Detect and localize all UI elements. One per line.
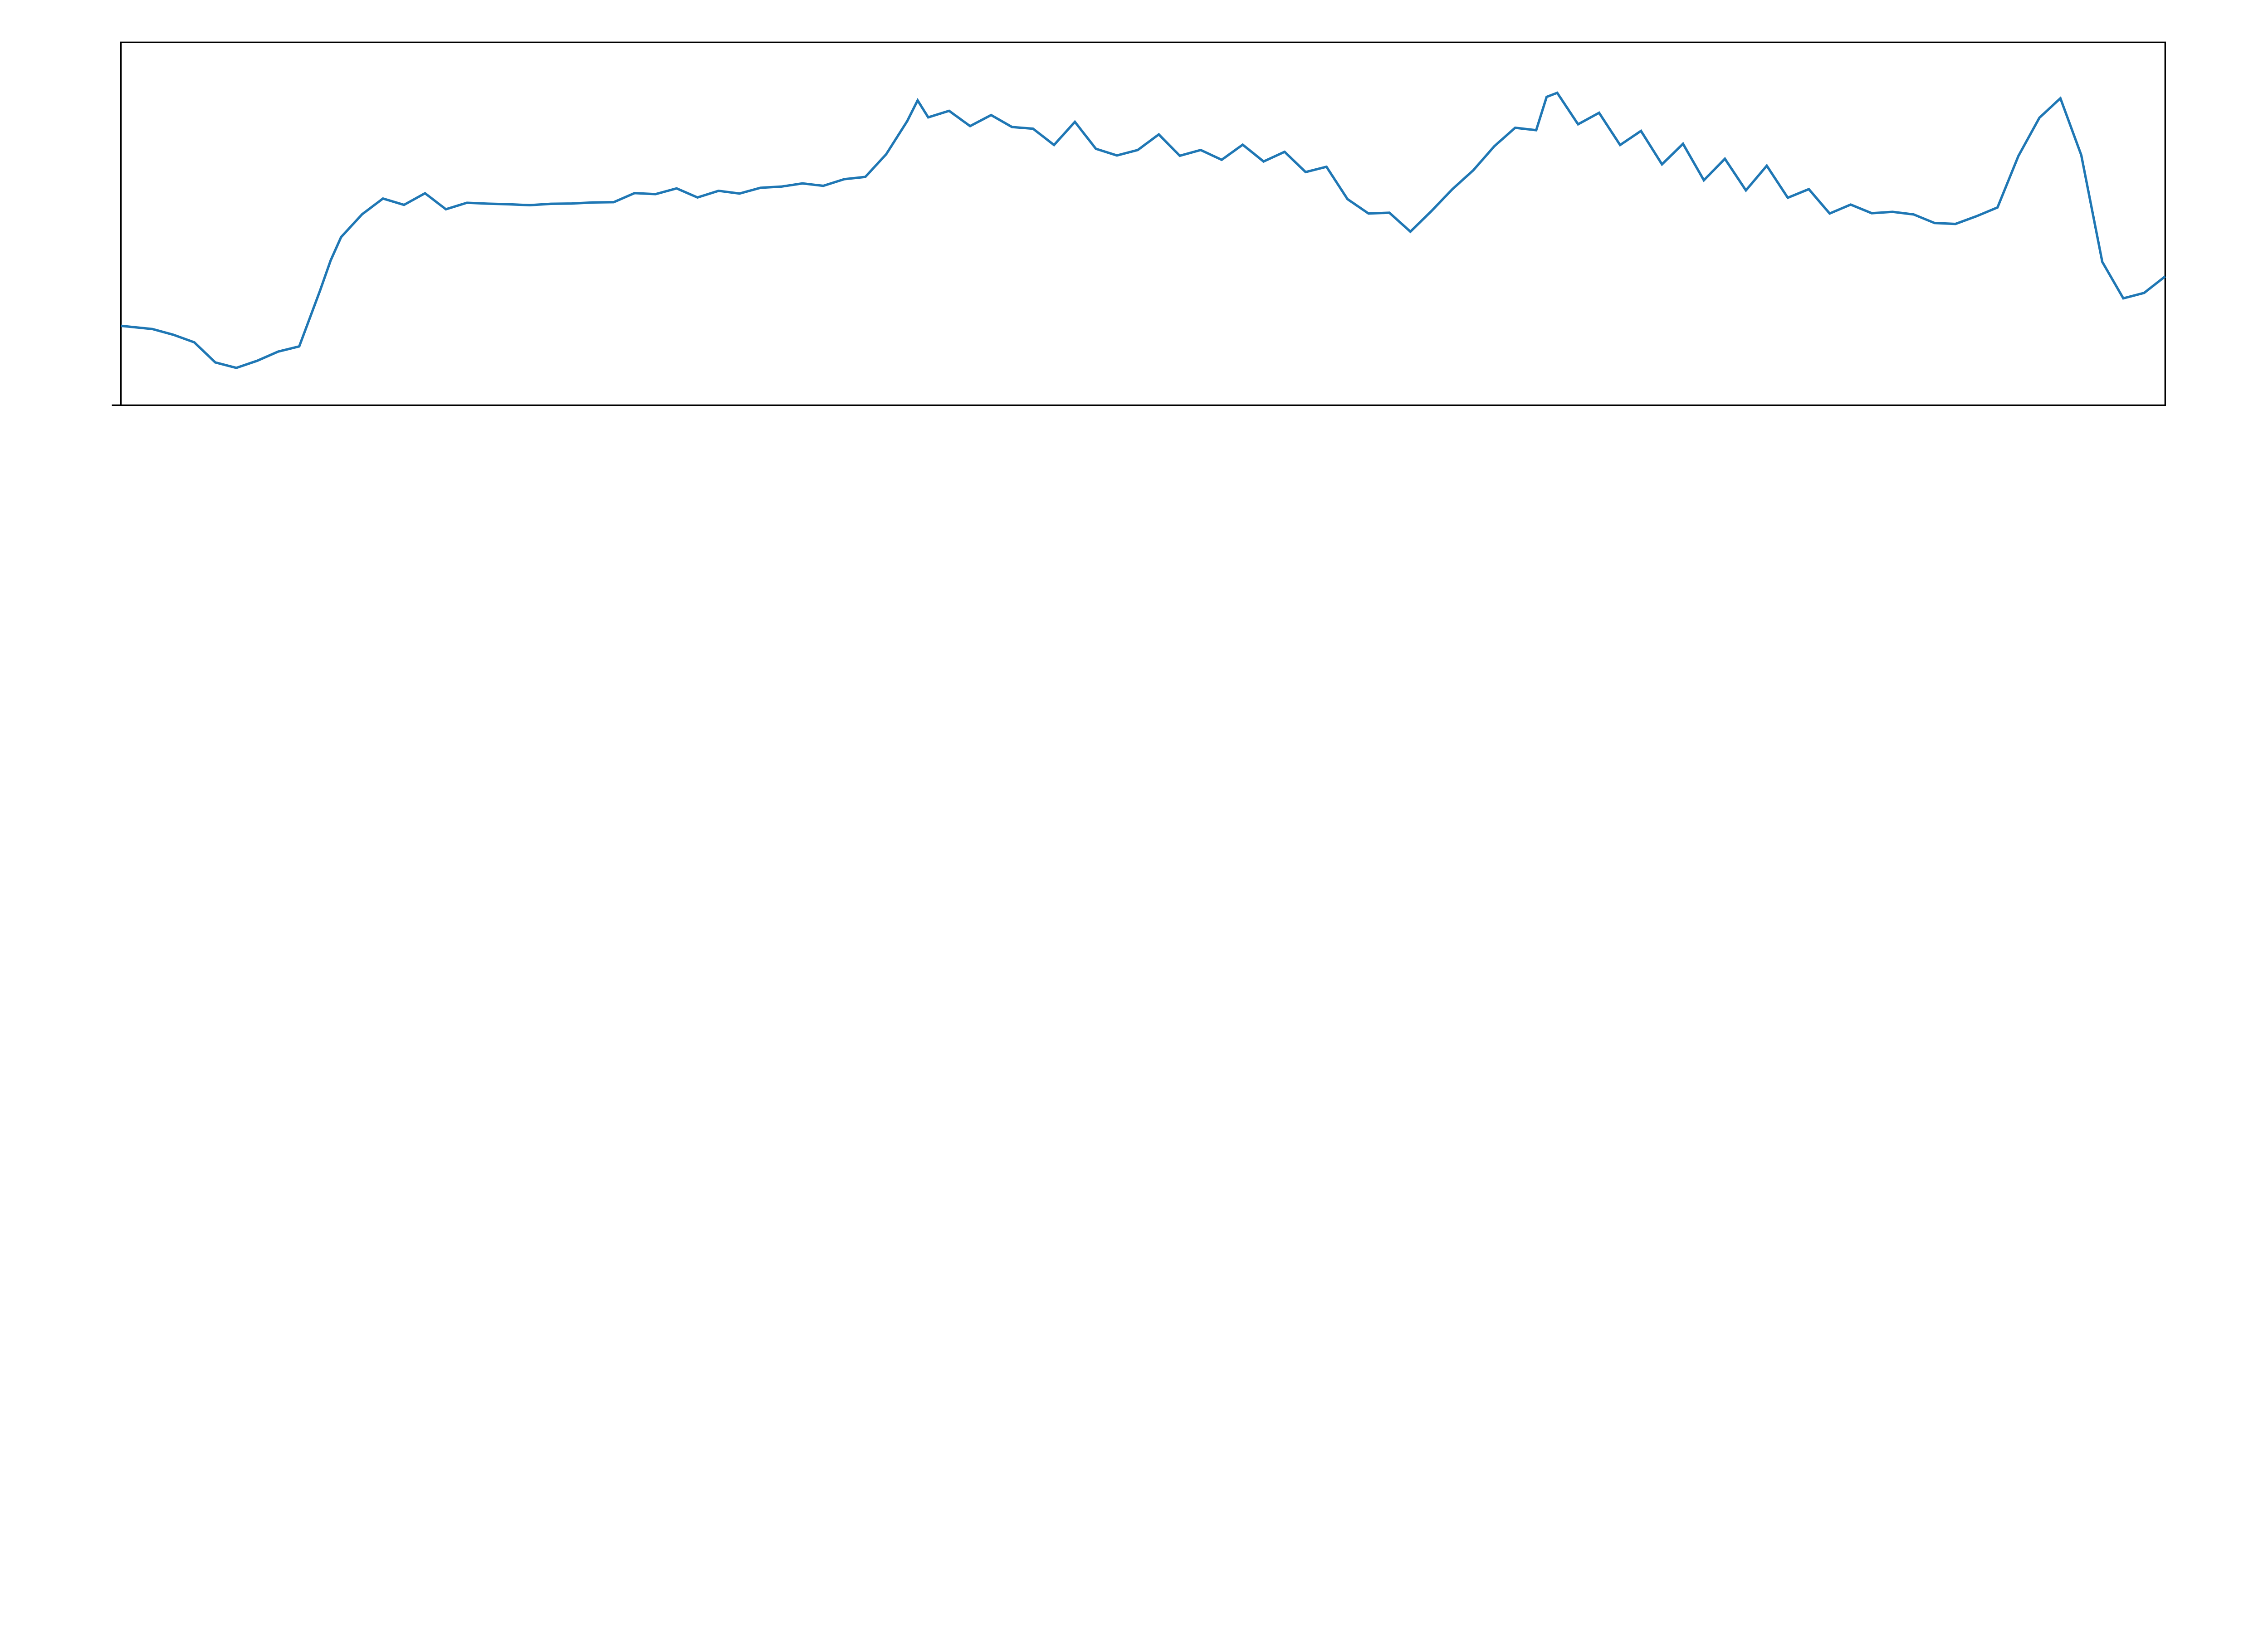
figure [0,0,2268,1615]
panel1-frame [121,42,2165,405]
